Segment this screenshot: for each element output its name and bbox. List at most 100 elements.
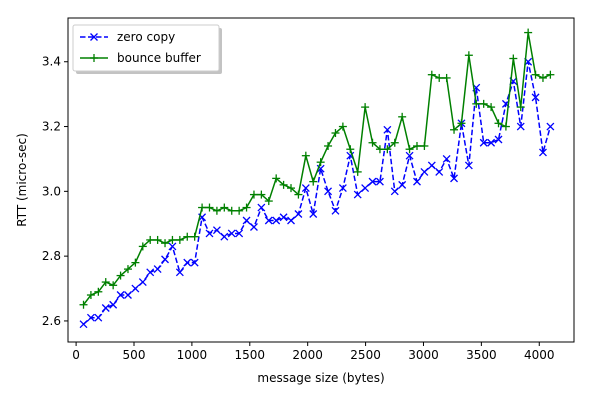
legend-box (72, 24, 220, 72)
data-point-bounce-buffer (524, 28, 533, 37)
data-point-zero-copy (375, 177, 384, 186)
data-point-bounce-buffer (168, 235, 177, 244)
data-point-zero-copy (257, 203, 266, 212)
data-point-zero-copy (353, 190, 362, 199)
data-point-bounce-buffer (227, 206, 236, 215)
x-tick-label: 3500 (466, 348, 497, 362)
data-point-zero-copy (546, 122, 555, 131)
data-point-bounce-buffer (487, 103, 496, 112)
data-point-zero-copy (272, 216, 281, 225)
data-point-zero-copy (442, 154, 451, 163)
data-point-zero-copy (264, 216, 273, 225)
data-point-zero-copy (324, 187, 333, 196)
data-point-zero-copy (516, 122, 525, 131)
data-point-bounce-buffer (361, 103, 370, 112)
y-tick-label: 2.8 (42, 249, 61, 263)
y-tick-label: 3.4 (42, 55, 61, 69)
y-axis-label: RTT (micro-sec) (15, 133, 29, 227)
data-point-zero-copy (153, 265, 162, 274)
data-point-bounce-buffer (472, 99, 481, 108)
legend-entries: zero copy bounce buffer (80, 30, 201, 65)
data-point-bounce-buffer (331, 129, 340, 138)
x-tick-label: 0 (72, 348, 80, 362)
data-point-bounce-buffer (86, 291, 95, 300)
data-point-zero-copy (531, 93, 540, 102)
data-point-bounce-buffer (235, 206, 244, 215)
y-tick-label: 3.2 (42, 120, 61, 134)
data-point-bounce-buffer (435, 73, 444, 82)
data-point-zero-copy (450, 174, 459, 183)
data-point-zero-copy (212, 226, 221, 235)
legend-marker-zero-copy (90, 33, 98, 41)
data-point-bounce-buffer (375, 145, 384, 154)
legend-marker-bounce-buffer (90, 54, 98, 62)
data-point-bounce-buffer (123, 265, 132, 274)
data-point-bounce-buffer (383, 145, 392, 154)
data-point-zero-copy (242, 216, 251, 225)
data-point-zero-copy (331, 206, 340, 215)
data-point-zero-copy (361, 184, 370, 193)
data-point-zero-copy (235, 229, 244, 238)
x-tick-label: 2000 (292, 348, 323, 362)
data-point-zero-copy (479, 138, 488, 147)
data-point-zero-copy (183, 258, 192, 267)
data-point-zero-copy (161, 255, 169, 264)
data-point-zero-copy (309, 210, 318, 218)
data-point-zero-copy (124, 291, 132, 299)
data-point-bounce-buffer (324, 141, 333, 150)
data-point-bounce-buffer (257, 190, 266, 199)
data-point-bounce-buffer (427, 70, 436, 79)
series-bounce-buffer (79, 28, 555, 309)
data-point-zero-copy (205, 229, 214, 238)
series-line-bounce-buffer (82, 31, 551, 306)
x-tick-label: 2500 (350, 348, 381, 362)
x-tick-label: 3000 (408, 348, 439, 362)
data-point-bounce-buffer (161, 239, 170, 248)
data-point-zero-copy (101, 304, 110, 312)
series-layer (79, 28, 555, 329)
data-point-bounce-buffer (279, 180, 288, 189)
data-point-bounce-buffer (131, 258, 140, 267)
data-point-zero-copy (338, 184, 347, 193)
data-point-bounce-buffer (368, 138, 377, 147)
data-point-zero-copy (249, 223, 258, 231)
data-point-zero-copy (79, 320, 88, 329)
data-point-bounce-buffer (272, 174, 281, 183)
x-tick-label: 4000 (524, 348, 555, 362)
data-point-zero-copy (138, 278, 147, 287)
data-point-bounce-buffer (316, 158, 325, 167)
x-axis-label: message size (bytes) (257, 371, 384, 385)
data-point-zero-copy (390, 187, 399, 196)
data-point-bounce-buffer (301, 151, 310, 160)
legend-entry-bounce-buffer: bounce buffer (80, 51, 201, 65)
data-point-zero-copy (464, 161, 473, 170)
data-point-bounce-buffer (353, 167, 362, 176)
data-point-zero-copy (190, 258, 199, 267)
data-point-bounce-buffer (531, 70, 540, 79)
x-tick-label: 500 (123, 348, 146, 362)
data-point-bounce-buffer (198, 203, 207, 212)
data-point-zero-copy (494, 135, 503, 144)
x-tick-label: 1500 (235, 348, 266, 362)
data-point-zero-copy (116, 291, 125, 299)
data-point-bounce-buffer (398, 112, 407, 121)
plot-frame (67, 17, 575, 343)
data-point-bounce-buffer (494, 119, 503, 128)
data-point-bounce-buffer (516, 103, 525, 112)
data-point-zero-copy (539, 148, 547, 157)
data-point-zero-copy (175, 268, 184, 277)
data-point-bounce-buffer (405, 145, 414, 154)
legend-entry-zero-copy: zero copy (80, 30, 175, 44)
data-point-bounce-buffer (183, 232, 192, 241)
data-point-bounce-buffer (420, 141, 429, 150)
data-point-zero-copy (383, 125, 392, 134)
legend-label-zero-copy: zero copy (117, 30, 175, 44)
data-point-zero-copy (131, 284, 140, 293)
data-point-zero-copy (294, 210, 303, 218)
data-point-bounce-buffer (175, 235, 184, 244)
data-point-bounce-buffer (338, 122, 347, 131)
data-point-zero-copy (227, 229, 236, 238)
data-point-bounce-buffer (501, 122, 510, 131)
y-tick-label: 3.0 (42, 184, 61, 198)
